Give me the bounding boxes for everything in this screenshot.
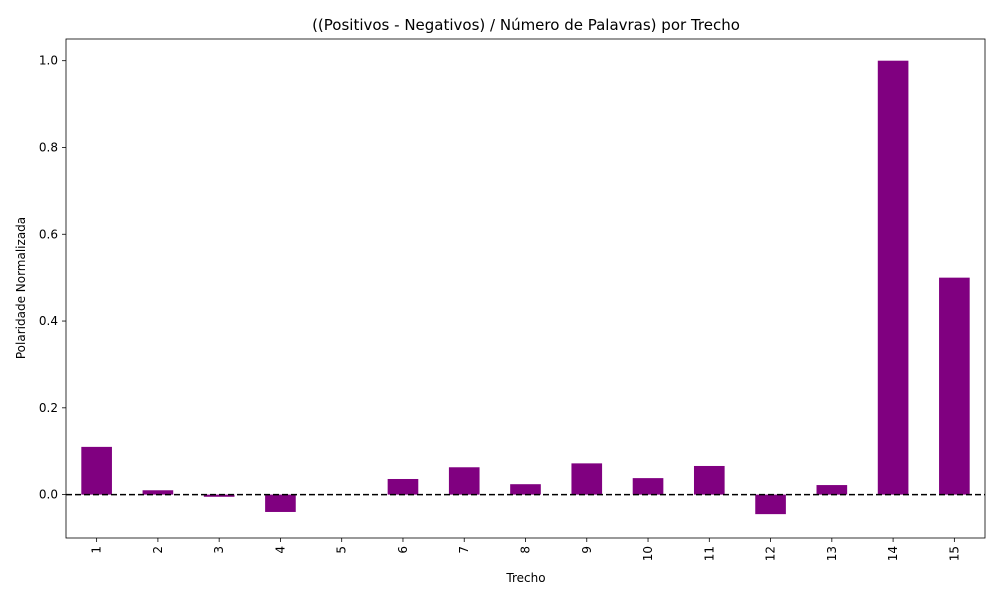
x-axis-label: Trecho [505,571,545,585]
x-tick-label: 2 [151,546,165,554]
bar-trecho-2 [142,490,174,495]
plot-area [65,38,986,539]
bar-trecho-11 [693,465,725,495]
x-tick-label: 8 [519,546,533,554]
x-tick-label: 4 [273,546,287,554]
x-ticks-group: 1 2 3 4 5 6 7 8 9 10 11 12 13 14 15 [90,538,961,561]
bar-trecho-3 [203,494,235,497]
y-tick-label: 0.8 [39,140,58,154]
y-tick-label: 0.6 [39,227,58,241]
y-tick-label: 0.2 [39,401,58,415]
x-tick-label: 15 [947,546,961,561]
axes-frame [65,38,986,539]
x-tick-label: 6 [396,546,410,554]
x-tick-label: 9 [580,546,594,554]
bar-trecho-6 [387,478,419,495]
chart-title: ((Positivos - Negativos) / Número de Pal… [312,16,740,34]
x-tick-label: 12 [764,546,778,561]
bar-trecho-1 [81,446,112,495]
x-tick-label: 11 [702,546,716,561]
bar-trecho-12 [755,494,786,515]
x-tick-label: 5 [335,546,349,554]
y-tick-label: 0.0 [39,488,58,502]
x-tick-label: 14 [886,546,900,561]
x-tick-label: 3 [212,546,226,554]
bar-trecho-13 [816,485,848,495]
x-tick-label: 7 [457,546,471,554]
bar-trecho-9 [571,463,603,495]
bars-group [66,60,985,515]
x-tick-label: 10 [641,546,655,561]
x-tick-label: 1 [90,546,104,554]
bar-trecho-14 [877,60,909,495]
bar-trecho-8 [510,484,541,495]
bar-trecho-10 [632,478,664,495]
bar-trecho-7 [448,467,480,495]
y-ticks-group: 0.0 0.2 0.4 0.6 0.8 1.0 [39,54,66,502]
bar-trecho-4 [265,494,296,512]
x-tick-label: 13 [825,546,839,561]
bar-trecho-15 [939,277,970,495]
y-tick-label: 1.0 [39,54,58,68]
y-axis-label: Polaridade Normalizada [14,217,28,359]
y-tick-label: 0.4 [39,314,58,328]
